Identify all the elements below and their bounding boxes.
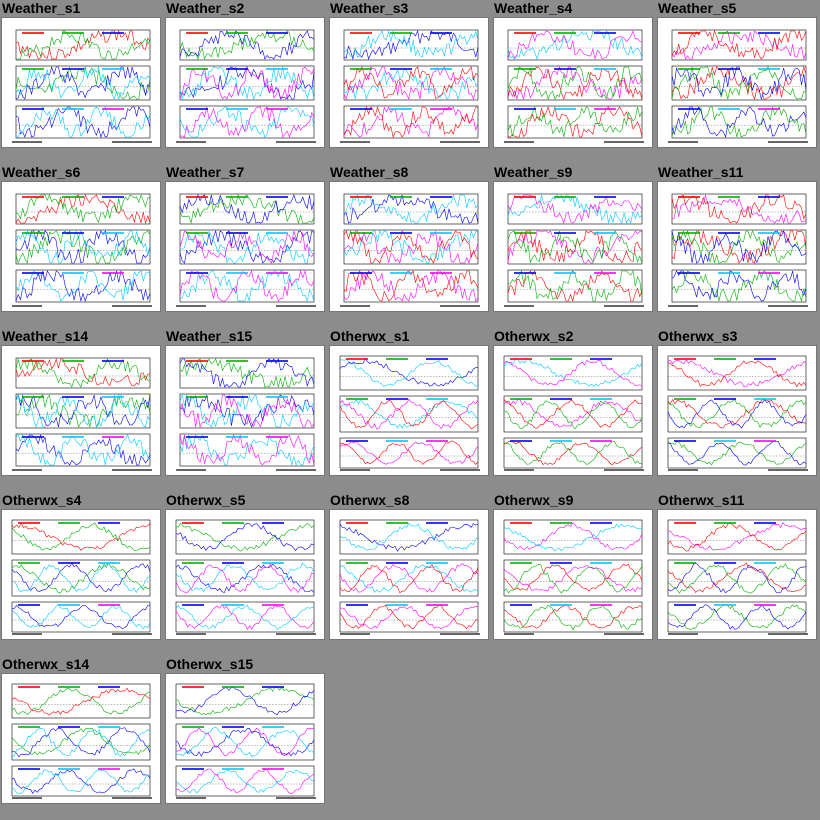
tile-title: Otherwx_s1 (330, 328, 410, 344)
plot-thumbnail[interactable] (330, 510, 488, 639)
gallery-tile: Weather_s11 (656, 164, 816, 328)
tile-title: Weather_s4 (494, 0, 573, 16)
tile-title: Weather_s7 (166, 164, 245, 180)
plot-thumbnail[interactable] (330, 18, 488, 147)
tile-title: Weather_s11 (658, 164, 744, 180)
plot-thumbnail[interactable] (166, 674, 324, 803)
gallery-tile: Otherwx_s5 (164, 492, 324, 656)
gallery-tile: Weather_s7 (164, 164, 324, 328)
plot-thumbnail[interactable] (166, 182, 324, 311)
gallery-tile: Weather_s6 (0, 164, 160, 328)
gallery-tile: Otherwx_s8 (328, 492, 488, 656)
plot-thumbnail[interactable] (2, 674, 160, 803)
tile-title: Otherwx_s3 (658, 328, 738, 344)
plot-thumbnail[interactable] (494, 182, 652, 311)
plot-thumbnail[interactable] (494, 18, 652, 147)
plot-thumbnail[interactable] (166, 510, 324, 639)
tile-title: Weather_s3 (330, 0, 409, 16)
tile-title: Otherwx_s11 (658, 492, 745, 508)
gallery-tile: Weather_s9 (492, 164, 652, 328)
plot-thumbnail[interactable] (2, 18, 160, 147)
plot-thumbnail[interactable] (658, 346, 816, 475)
plot-thumbnail[interactable] (166, 18, 324, 147)
tile-title: Otherwx_s2 (494, 328, 574, 344)
tile-title: Weather_s9 (494, 164, 573, 180)
gallery-tile: Otherwx_s4 (0, 492, 160, 656)
tile-title: Otherwx_s15 (166, 656, 254, 672)
gallery-tile: Weather_s3 (328, 0, 488, 164)
gallery-tile: Weather_s2 (164, 0, 324, 164)
gallery-tile: Otherwx_s9 (492, 492, 652, 656)
gallery-tile: Otherwx_s15 (164, 656, 324, 820)
gallery-tile: Otherwx_s1 (328, 328, 488, 492)
gallery-tile: Otherwx_s11 (656, 492, 816, 656)
tile-title: Otherwx_s4 (2, 492, 82, 508)
gallery-tile: Weather_s8 (328, 164, 488, 328)
tile-title: Otherwx_s8 (330, 492, 410, 508)
plot-thumbnail[interactable] (330, 182, 488, 311)
tile-title: Weather_s15 (166, 328, 253, 344)
tile-title: Weather_s8 (330, 164, 409, 180)
tile-title: Weather_s5 (658, 0, 737, 16)
plot-thumbnail[interactable] (166, 346, 324, 475)
gallery-tile: Otherwx_s3 (656, 328, 816, 492)
gallery-tile: Otherwx_s2 (492, 328, 652, 492)
gallery-tile: Otherwx_s14 (0, 656, 160, 820)
tile-title: Weather_s14 (2, 328, 89, 344)
gallery-tile: Weather_s1 (0, 0, 160, 164)
tile-title: Weather_s2 (166, 0, 245, 16)
gallery-tile: Weather_s5 (656, 0, 816, 164)
gallery-tile: Weather_s15 (164, 328, 324, 492)
plot-thumbnail[interactable] (658, 182, 816, 311)
tile-title: Weather_s6 (2, 164, 81, 180)
tile-title: Otherwx_s14 (2, 656, 90, 672)
plot-thumbnail[interactable] (494, 510, 652, 639)
tile-title: Otherwx_s5 (166, 492, 246, 508)
plot-thumbnail[interactable] (2, 182, 160, 311)
gallery-tile: Weather_s4 (492, 0, 652, 164)
gallery-tile: Weather_s14 (0, 328, 160, 492)
plot-thumbnail[interactable] (2, 510, 160, 639)
plot-thumbnail[interactable] (2, 346, 160, 475)
tile-title: Weather_s1 (2, 0, 81, 16)
plot-thumbnail[interactable] (330, 346, 488, 475)
plot-thumbnail[interactable] (658, 510, 816, 639)
plot-thumbnail[interactable] (658, 18, 816, 147)
tile-title: Otherwx_s9 (494, 492, 574, 508)
plot-thumbnail[interactable] (494, 346, 652, 475)
